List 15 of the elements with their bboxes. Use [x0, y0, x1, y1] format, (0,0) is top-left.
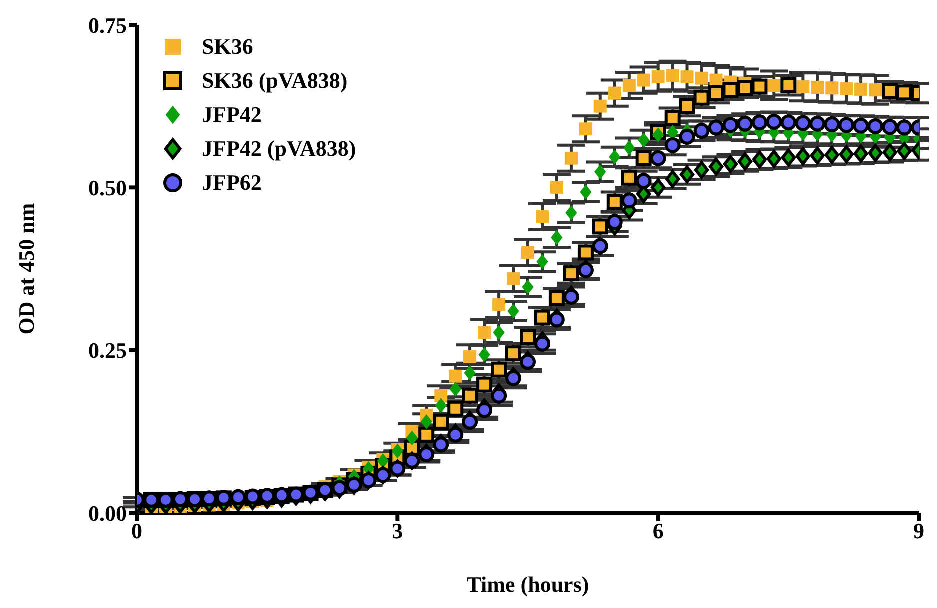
- x-tick-label: 3: [392, 518, 404, 544]
- y-tick-label: 0.75: [88, 12, 127, 38]
- x-axis-title: Time (hours): [466, 572, 590, 597]
- y-axis-title: OD at 450 nm: [14, 203, 39, 335]
- legend-label: SK36 (pVA838): [202, 68, 348, 94]
- y-tick-label: 0.00: [88, 500, 127, 526]
- legend-label: JFP42 (pVA838): [202, 136, 356, 162]
- x-tick-label: 9: [914, 518, 924, 544]
- x-tick-label: 0: [132, 518, 142, 544]
- legend-label: JFP42: [202, 102, 262, 128]
- x-tick-label: 6: [652, 518, 664, 544]
- legend-label: SK36: [202, 34, 254, 60]
- y-tick-label: 0.25: [88, 338, 127, 364]
- legend-label: JFP62: [202, 170, 262, 196]
- y-tick-label: 0.50: [88, 175, 127, 200]
